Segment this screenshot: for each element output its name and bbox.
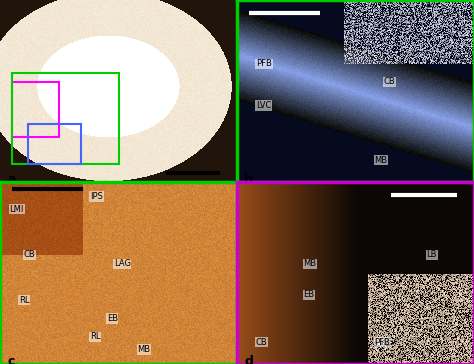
Bar bbox=[12, 73, 118, 164]
Text: CB: CB bbox=[384, 78, 396, 86]
Text: MB: MB bbox=[303, 260, 317, 268]
Text: d: d bbox=[244, 355, 253, 364]
Text: CB: CB bbox=[24, 250, 36, 259]
Text: EB: EB bbox=[303, 290, 314, 299]
Text: b: b bbox=[244, 173, 253, 186]
Text: LB: LB bbox=[427, 250, 437, 259]
Text: CB: CB bbox=[256, 338, 268, 347]
Text: RL: RL bbox=[19, 296, 29, 305]
Text: PFB: PFB bbox=[374, 338, 390, 347]
Text: LAG: LAG bbox=[114, 260, 131, 268]
Text: a: a bbox=[7, 173, 16, 186]
Text: PFB: PFB bbox=[256, 59, 272, 68]
Text: LVC: LVC bbox=[256, 101, 271, 110]
Text: EB: EB bbox=[107, 314, 118, 323]
Text: c: c bbox=[7, 355, 15, 364]
Text: IPS: IPS bbox=[90, 192, 103, 201]
Text: MB: MB bbox=[137, 345, 151, 354]
Text: RL: RL bbox=[90, 332, 100, 341]
Text: LMI: LMI bbox=[9, 205, 24, 214]
Text: MB: MB bbox=[374, 156, 388, 165]
Bar bbox=[12, 82, 59, 136]
Bar bbox=[28, 124, 81, 164]
